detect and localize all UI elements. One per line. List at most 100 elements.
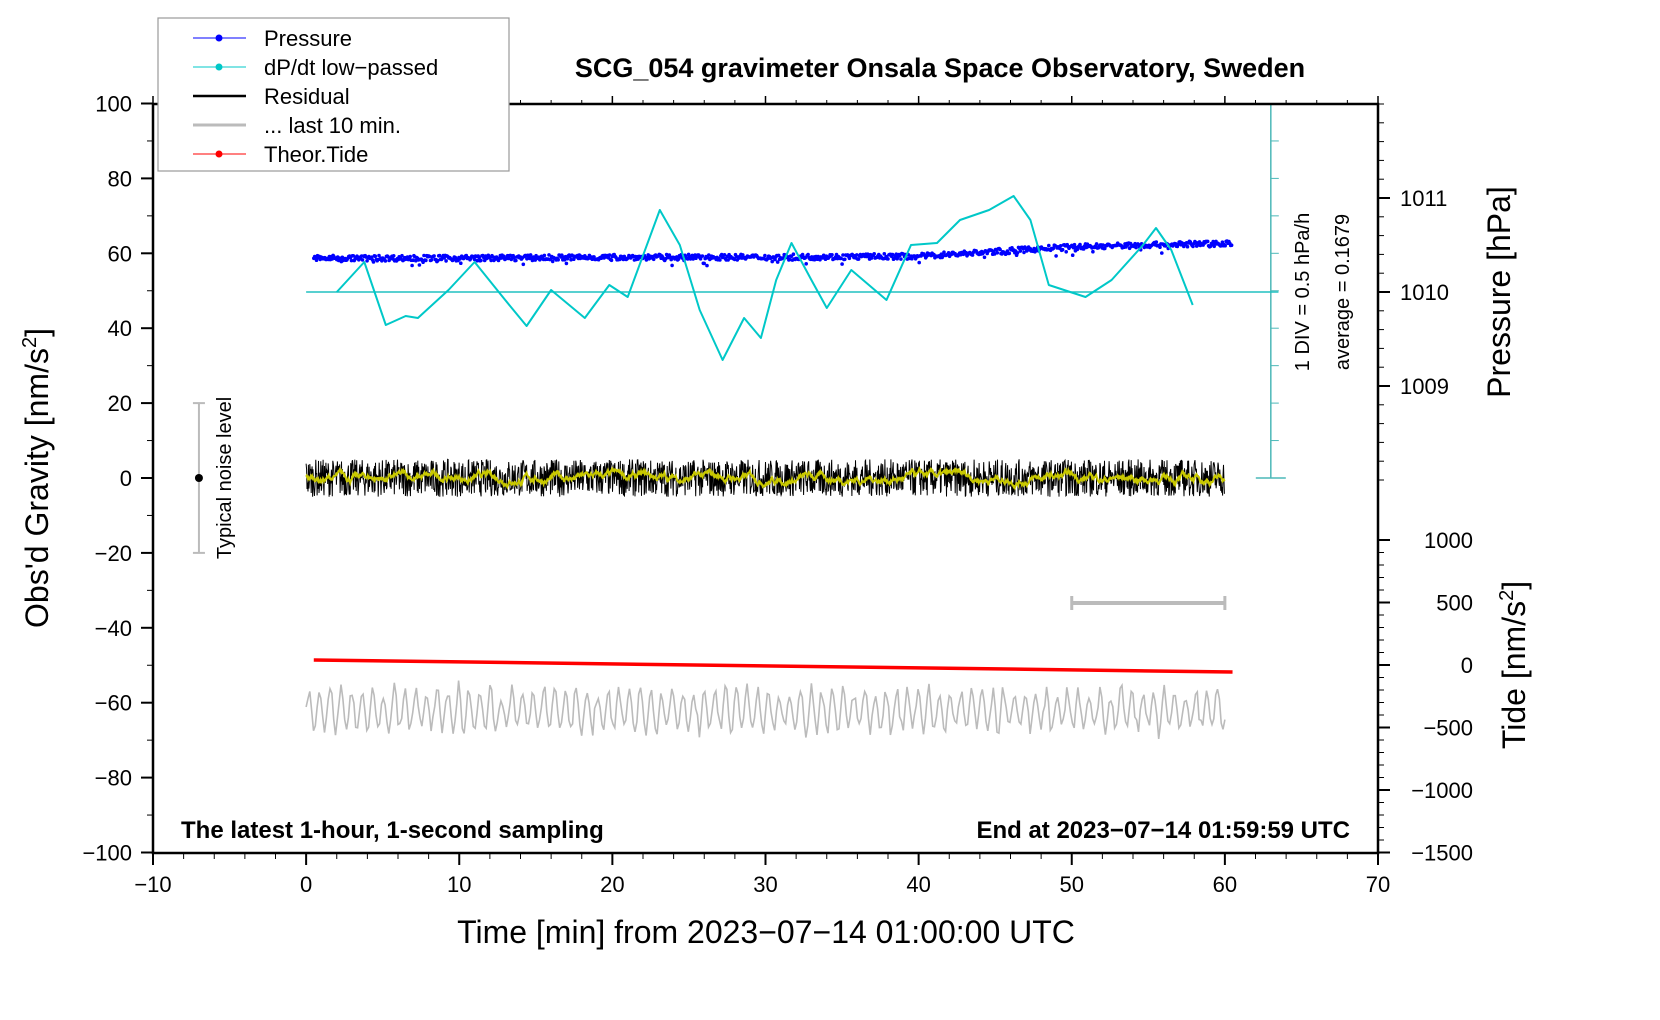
pressure-point [572,257,576,262]
tide-line [313,658,1233,674]
y-tick-label: −100 [82,841,132,866]
pressure-point [521,262,526,267]
pressure-point [1094,242,1099,246]
pressure-point [917,260,921,265]
pressure-point [525,257,529,261]
tide-tick-label: 0 [1461,653,1473,678]
y-tick-label: 40 [108,316,132,341]
pressure-tick-label: 1010 [1400,280,1449,305]
pressure-point [982,255,987,260]
div-label: 1 DIV = 0.5 hPa/h [1292,213,1314,371]
pressure-point [843,257,847,262]
legend-marker [215,34,223,42]
residual-line [305,458,1225,498]
last-10-min-trace [305,680,1226,739]
pressure-point [383,259,388,263]
pressure-point [741,253,745,257]
pressure-point [685,257,690,261]
legend-label: Theor.Tide [264,142,368,167]
pressure-point [564,261,569,266]
pressure-point [1060,247,1065,252]
pressure-point [707,253,711,257]
pressure-point [569,257,573,262]
pressure-point [479,258,483,263]
pressure-point [840,262,844,266]
x-tick-label: 20 [600,872,624,897]
pressure-point [411,258,415,263]
pressure-point [773,257,777,262]
residual-smoothed-line [305,466,1226,491]
pressure-point [1078,242,1082,247]
pressure-point [1072,242,1077,247]
pressure-point [429,258,434,262]
pressure-point [722,253,727,257]
pressure-point [841,253,845,257]
pressure-point [856,257,861,261]
pressure-point [899,257,903,261]
pressure-point [512,255,516,260]
pressure-point [360,258,365,262]
legend-marker [215,150,223,158]
pressure-point [1054,254,1058,258]
pressure-point [1018,249,1023,253]
pressure-point [763,253,767,258]
y-tick-label: −60 [95,691,132,716]
noise-level-label: Typical noise level [214,397,236,559]
tide-tick-label: −1000 [1411,778,1473,803]
pressure-point [400,253,404,258]
pressure-point [432,254,436,258]
pressure-point [872,252,876,256]
x-tick-label: −10 [134,872,171,897]
pressure-point [1022,250,1026,255]
noise-level-dot [194,474,203,482]
x-tick-label: 50 [1060,872,1084,897]
tide-tick-label: 1000 [1424,528,1473,553]
x-tick-label: 0 [300,872,312,897]
pressure-point [1091,249,1095,254]
pressure-point [855,253,859,257]
pressure-point [565,256,570,261]
x-tick-label: 60 [1213,872,1237,897]
pressure-point [562,258,567,262]
pressure-point [1101,243,1105,247]
dpdt-line [336,195,1194,361]
pressure-point [373,254,378,258]
pressure-point [530,258,535,263]
pressure-point [351,254,356,258]
pressure-point [787,257,792,262]
pressure-point [1220,240,1225,244]
pressure-point [459,261,463,266]
x-tick-label: 10 [447,872,471,897]
chart-title: SCG_054 gravimeter Onsala Space Observat… [575,53,1305,83]
average-label: average = 0.1679 [1332,214,1354,370]
pressure-point [1047,243,1051,248]
pressure-point [676,257,681,261]
pressure-point [705,263,709,268]
pressure-point [475,258,480,263]
pressure-point [1160,251,1164,255]
pressure-point [550,259,555,264]
pressure-point [314,258,319,263]
legend-label: Residual [264,84,350,109]
pressure-point [670,263,674,268]
pressure-point [417,263,422,267]
pressure-point [718,258,722,262]
pressure-point [791,252,796,256]
pressure-point [508,253,513,258]
pressure-point [970,253,975,257]
pressure-point [556,258,560,262]
y-tick-label: −80 [95,766,132,791]
pressure-point [1191,244,1195,249]
pressure-point [847,256,852,261]
sampling-note: The latest 1-hour, 1-second sampling [181,817,604,844]
pressure-point [651,257,656,262]
pressure-point [547,253,551,257]
pressure-point [1158,245,1162,249]
pressure-point [607,253,612,257]
pressure-point [812,257,817,262]
pressure-point [377,253,381,258]
pressure-point [436,258,440,263]
pressure-point [424,258,428,263]
pressure-tick-label: 1011 [1400,186,1447,211]
pressure-point [477,255,482,260]
